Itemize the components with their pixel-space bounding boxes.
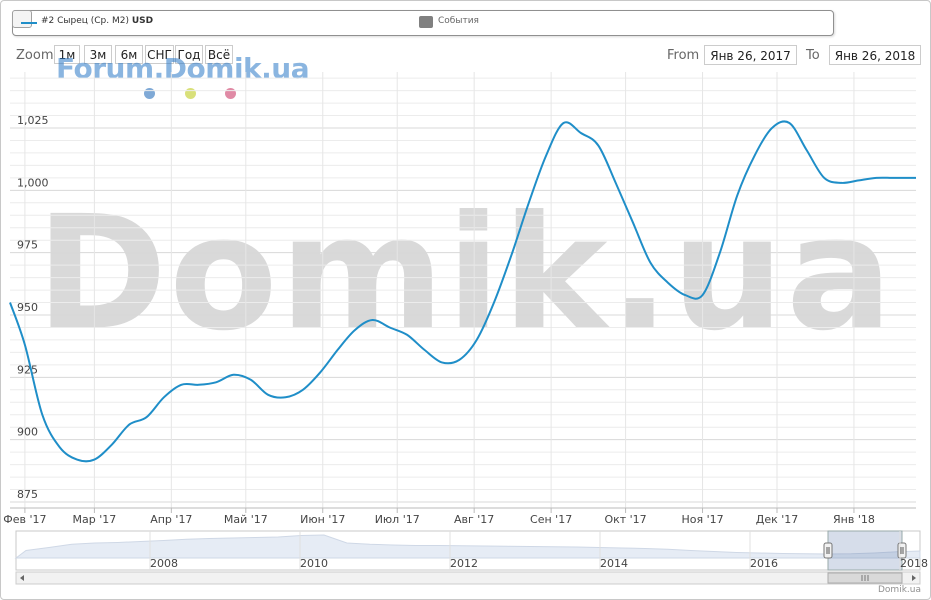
zoom-button-3m[interactable]: 3м xyxy=(84,45,112,64)
y-tick-label: 1,000 xyxy=(17,176,49,189)
dot-green-icon xyxy=(185,88,196,99)
navigator-series xyxy=(14,534,921,559)
events-swatch-icon[interactable] xyxy=(419,16,433,28)
scroll-left-icon[interactable] xyxy=(20,575,24,581)
legend-series-label: #2 Сырец (Ср. М2) xyxy=(41,16,129,26)
x-tick-label: Авг '17 xyxy=(454,513,494,526)
navigator-selected-range xyxy=(827,530,903,571)
range-from-label: From xyxy=(667,48,700,63)
scroll-right-icon[interactable] xyxy=(912,575,916,581)
navigator-handle[interactable] xyxy=(897,542,907,559)
zoom-button-1m[interactable]: 1м xyxy=(54,45,80,64)
x-tick-label: Окт '17 xyxy=(604,513,646,526)
navigator-year-label: 2018 xyxy=(900,557,928,570)
credit-label[interactable]: Domik.ua xyxy=(878,585,921,595)
series-line xyxy=(9,120,916,463)
legend-series-unit: USD xyxy=(131,16,154,26)
dot-pink-icon xyxy=(225,88,236,99)
x-tick-label: Янв '18 xyxy=(833,513,875,526)
legend-events-label[interactable]: События xyxy=(438,16,479,26)
series-line-icon xyxy=(21,22,37,24)
x-tick-label: Ноя '17 xyxy=(681,513,723,526)
range-to-label: To xyxy=(806,48,820,63)
zoom-button-6m[interactable]: 6м xyxy=(115,45,143,64)
range-from-input[interactable]: Янв 26, 2017 xyxy=(704,45,797,65)
y-tick-label: 950 xyxy=(17,301,38,314)
x-tick-label: Фев '17 xyxy=(3,513,46,526)
y-tick-label: 875 xyxy=(17,488,38,501)
navigator-year-label: 2010 xyxy=(300,557,328,570)
zoom-button-all[interactable]: Всё xyxy=(205,45,233,64)
navigator-handle[interactable] xyxy=(823,542,833,559)
y-tick-label: 925 xyxy=(17,363,38,376)
legend-series-item[interactable]: #2 Сырец (Ср. М2) USD xyxy=(41,16,153,26)
x-tick-label: Сен '17 xyxy=(530,513,572,526)
y-tick-label: 1,025 xyxy=(17,114,49,127)
legend: #2 Сырец (Ср. М2) USD События xyxy=(12,10,834,36)
dot-blue-icon xyxy=(144,88,155,99)
zoom-button-1y[interactable]: Год xyxy=(175,45,203,64)
y-tick-label: 900 xyxy=(17,426,38,439)
navigator-year-label: 2016 xyxy=(750,557,778,570)
x-tick-label: Июн '17 xyxy=(300,513,345,526)
watermark-domik: Domik.ua xyxy=(36,182,895,366)
navigator-year-label: 2014 xyxy=(600,557,628,570)
watermark-forum: Forum.Domik.ua xyxy=(56,52,310,85)
zoom-button-ytd[interactable]: СНГ xyxy=(145,45,174,64)
navigator-year-label: 2008 xyxy=(150,557,178,570)
y-tick-label: 975 xyxy=(17,239,38,252)
navigator-year-label: 2012 xyxy=(450,557,478,570)
x-tick-label: Дек '17 xyxy=(756,513,799,526)
zoom-label: Zoom xyxy=(16,48,54,63)
x-tick-label: Июл '17 xyxy=(375,513,420,526)
x-tick-label: Мар '17 xyxy=(73,513,117,526)
x-tick-label: Апр '17 xyxy=(150,513,192,526)
x-tick-label: Май '17 xyxy=(224,513,268,526)
scrollbar-track[interactable] xyxy=(15,571,921,585)
range-to-input[interactable]: Янв 26, 2018 xyxy=(829,45,921,65)
